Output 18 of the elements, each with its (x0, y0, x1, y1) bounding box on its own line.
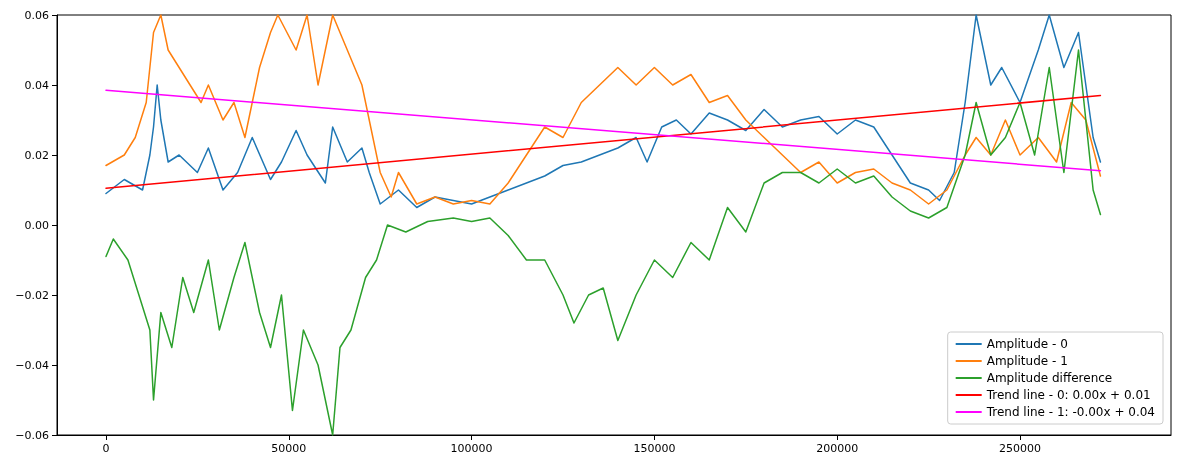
legend-label: Amplitude - 0 (986, 337, 1068, 351)
legend-label: Amplitude - 1 (986, 354, 1068, 368)
legend-label: Trend line - 1: -0.00x + 0.04 (985, 405, 1156, 419)
y-tick-label: 0.06 (24, 8, 49, 22)
x-tick-label: 100000 (450, 442, 493, 455)
y-tick-label: −0.02 (15, 288, 49, 302)
x-tick-label: 200000 (816, 442, 859, 455)
y-tick-label: 0.02 (24, 148, 49, 162)
x-tick-label: 50000 (271, 442, 307, 455)
y-tick-label: 0.04 (24, 78, 49, 92)
x-tick-label: 150000 (633, 442, 676, 455)
y-tick-label: −0.04 (15, 358, 49, 372)
x-tick-label: 0 (102, 442, 110, 455)
x-tick-label: 250000 (999, 442, 1041, 455)
y-tick-label: 0.00 (24, 218, 49, 232)
legend-label: Amplitude difference (986, 371, 1113, 385)
legend-label: Trend line - 0: 0.00x + 0.01 (985, 388, 1151, 402)
y-tick-label: −0.06 (15, 428, 49, 442)
